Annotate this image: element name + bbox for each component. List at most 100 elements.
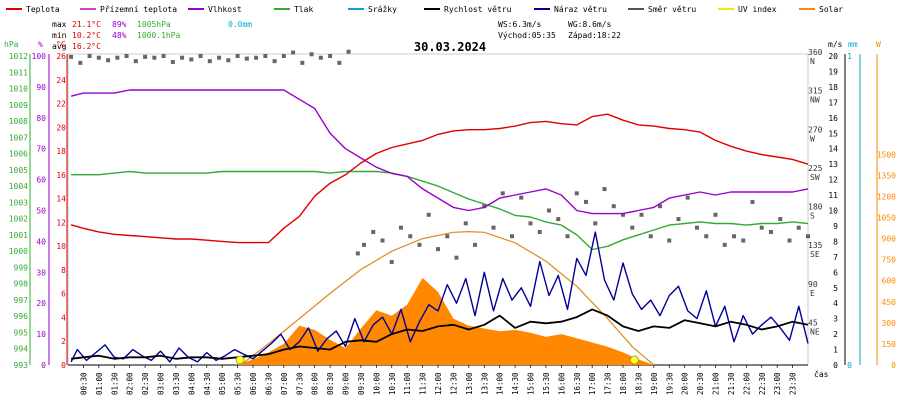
x-tick-label: 07:30 [295,372,304,395]
direction-tick-label: SE [810,250,820,259]
x-tick-label: 19:00 [650,372,659,395]
x-tick-label: 12:00 [434,372,443,395]
wind-direction-point [161,54,166,58]
humidity-tick: 0 [41,361,46,370]
axis-units: hPa % °C m/s mm W čas [4,40,881,379]
direction-tick-label: SW [810,173,820,182]
x-tick-label: 17:30 [604,372,613,395]
series-tlak [71,170,809,251]
sunset-time: Západ:18:22 [568,31,621,40]
rain-tick: 0 [847,361,852,370]
wind-direction-point [500,191,505,196]
wind-direction-point [750,199,755,204]
wind-direction-point [695,225,699,230]
wind-direction-point [732,234,736,239]
wind-direction-point [519,195,524,200]
series-solar-area [237,277,654,365]
x-tick-label: 07:00 [280,372,289,395]
wind-direction-point [69,54,74,59]
wind-direction-point [87,54,92,58]
x-tick-label: 14:30 [511,372,520,395]
wind-direction-point [741,238,746,243]
wind-direction-point [630,225,635,230]
wind-direction-point [207,59,212,64]
humidity-tick: 30 [36,268,46,277]
wind-tick: 7 [833,253,838,262]
wind-direction-point [417,242,422,247]
solar-tick: 1500 [877,150,896,159]
wind-tick: 6 [833,268,838,277]
pressure-tick: 1006 [9,150,28,159]
wind-direction-point [189,57,194,62]
direction-tick: 270 [808,125,823,134]
wind-direction-point [281,54,286,58]
pressure-tick: 1009 [9,101,28,110]
unit-time: čas [814,369,829,379]
x-tick-label: 02:30 [141,372,150,395]
direction-tick-label: S [810,212,815,221]
direction-tick: 180 [808,203,823,212]
pressure-tick: 1001 [9,231,28,240]
series-wind-direction [69,49,810,264]
unit-solar: W [876,40,881,49]
x-tick-label: 02:00 [126,372,135,395]
x-tick-label: 04:30 [203,372,212,395]
wind-direction-point [473,242,477,247]
unit-humidity: % [38,40,43,49]
x-tick-label: 10:30 [388,372,397,395]
wind-direction-point [806,234,810,239]
wind-tick: 17 [828,98,838,107]
humidity-tick: 80 [36,114,46,123]
plot-area [69,49,810,366]
pressure-tick: 994 [14,345,29,354]
pressure-tick: 1003 [9,198,28,207]
pressure-tick: 1000 [9,247,28,256]
x-tick-label: 01:30 [110,372,119,395]
legend-label: Teplota [26,5,60,14]
stat-min-temp: 10.2°C [72,31,101,40]
humidity-tick: 10 [36,330,46,339]
x-tick-label: 23:30 [789,372,798,395]
humidity-tick: 20 [36,299,46,308]
wind-direction-point [482,204,487,209]
wind-info: WS:6.3m/s WG:8.6m/s Východ:05:35 Západ:1… [498,20,621,40]
sunrise-marker [235,355,245,365]
wind-direction-point [722,242,727,247]
wind-direction-point [380,238,385,243]
wind-tick: 4 [833,299,838,308]
wind-tick: 8 [833,237,838,246]
wind-direction-point [454,255,459,260]
wind-direction-point [78,60,83,65]
legend-label: Tlak [294,5,313,14]
x-tick-label: 19:30 [665,372,674,395]
chart-title: 30.03.2024 [414,40,486,54]
x-tick-label: 23:00 [773,372,782,395]
wind-direction-point [787,238,792,243]
wind-direction-point [778,217,783,222]
wind-tick: 15 [828,129,838,138]
wind-direction-point [426,212,431,217]
pressure-tick: 1002 [9,215,28,224]
humidity-tick: 70 [36,145,46,154]
solar-tick: 600 [882,277,897,286]
wind-tick: 10 [828,207,838,216]
x-tick-label: 11:30 [419,372,428,395]
wind-direction-point [574,191,579,196]
stat-rain: 0.0mm [228,20,252,29]
temperature-tick: 12 [56,218,66,227]
wind-direction-point [328,54,333,58]
x-tick-label: 14:00 [496,372,505,395]
direction-tick-label: NW [810,96,820,105]
x-tick-label: 21:30 [727,372,736,395]
legend: Teplota Přízemní teplota Vlhkost Tlak Srážky… [6,5,843,14]
wind-direction-point [170,60,175,65]
x-tick-label: 05:30 [234,372,243,395]
temperature-tick: 16 [56,171,66,180]
wind-tick: 2 [833,330,838,339]
wind-direction-point [676,217,681,222]
wind-direction-point [217,55,222,60]
series-n-raz-v-tru [70,231,809,363]
pressure-tick: 1007 [9,133,28,142]
wind-direction-point [510,234,514,239]
